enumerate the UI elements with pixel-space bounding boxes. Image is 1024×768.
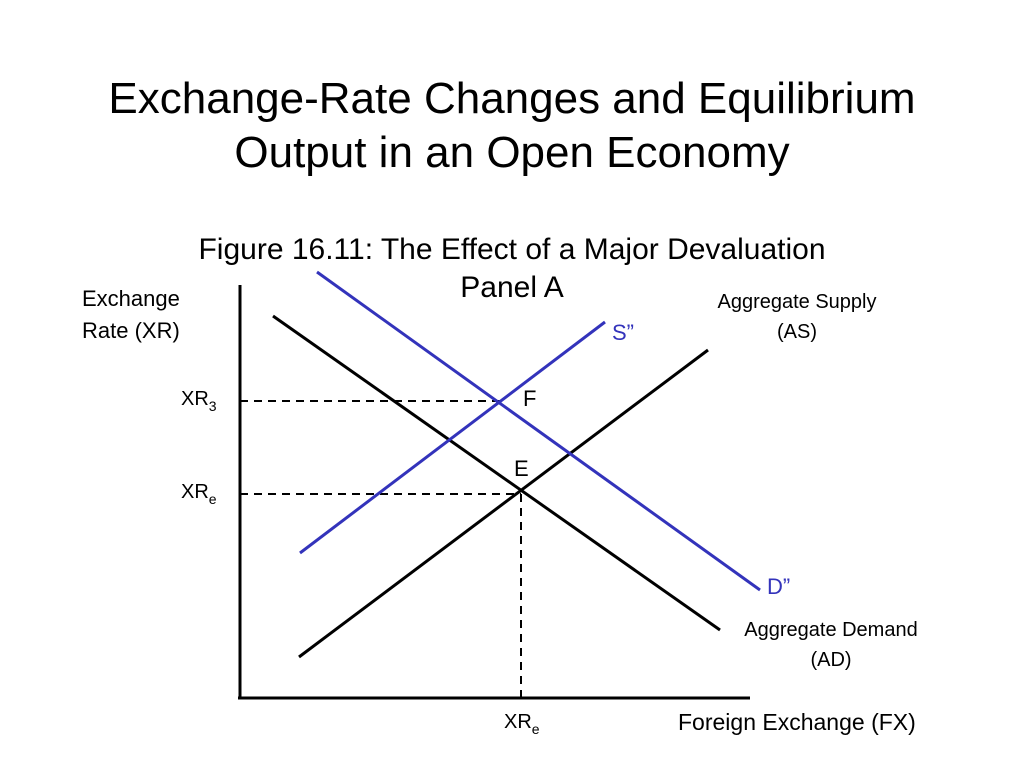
- aggregate-demand-label-line-1: Aggregate Demand: [744, 619, 917, 641]
- point-label-f: F: [523, 386, 536, 411]
- tick-label-xr3-base: XR: [181, 388, 209, 410]
- aggregate-demand-label-line-2: (AD): [810, 649, 851, 671]
- slide-title: Exchange-Rate Changes and Equilibrium Ou…: [0, 72, 1024, 180]
- shifted-demand-label: D”: [767, 574, 790, 599]
- slide-title-line-2: Output in an Open Economy: [234, 128, 790, 177]
- figure-caption-title: Figure 16.11: The Effect of a Major Deva…: [198, 233, 826, 266]
- tick-label-xr3: XR3: [181, 388, 217, 414]
- tick-label-xre-base: XR: [181, 481, 209, 503]
- tick-label-x-xre-base: XR: [504, 711, 532, 733]
- aggregate-demand-curve: [272, 314, 721, 632]
- x-axis-label: Foreign Exchange (FX): [678, 709, 916, 735]
- tick-label-x-xre: XRe: [504, 711, 540, 737]
- figure-caption: Figure 16.11: The Effect of a Major Deva…: [0, 231, 1024, 307]
- y-axis-label-line-1: Exchange: [82, 286, 180, 311]
- slide-title-line-1: Exchange-Rate Changes and Equilibrium: [108, 74, 916, 123]
- figure-panel-label: Panel A: [460, 271, 564, 304]
- tick-label-xr3-sub: 3: [209, 398, 217, 414]
- tick-label-xre: XRe: [181, 481, 217, 507]
- shifted-demand-curve: [316, 270, 761, 592]
- y-axis-label-line-2: Rate (XR): [82, 318, 180, 343]
- point-label-e: E: [514, 456, 529, 481]
- tick-label-x-xre-sub: e: [532, 721, 540, 737]
- aggregate-supply-label-line-1: Aggregate Supply: [717, 291, 876, 313]
- shifted-supply-curve: [299, 320, 606, 555]
- shifted-supply-label: S”: [612, 320, 634, 345]
- aggregate-supply-curve: [298, 348, 709, 659]
- tick-label-xre-sub: e: [209, 491, 217, 507]
- aggregate-supply-label-line-2: (AS): [777, 321, 817, 343]
